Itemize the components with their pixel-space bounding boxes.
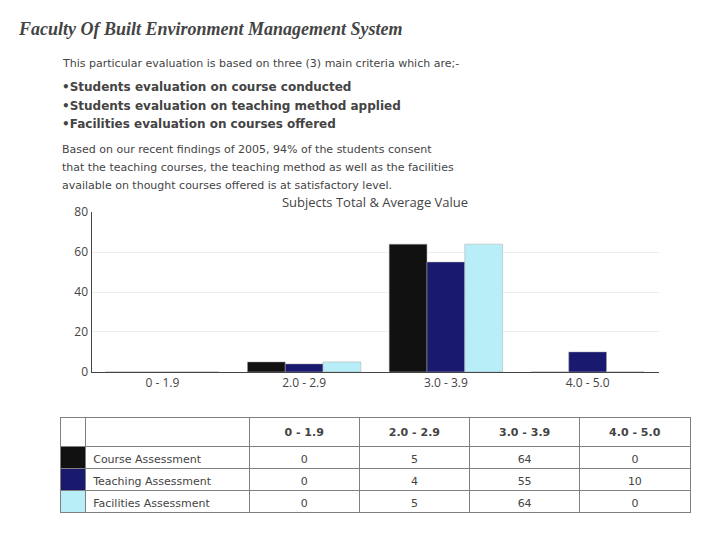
svg-text:0: 0 [301,497,308,510]
svg-text:Teaching Assessment: Teaching Assessment [92,475,212,488]
svg-text:40: 40 [74,283,88,300]
svg-text:4.0 - 5.0: 4.0 - 5.0 [566,374,610,391]
svg-text:Faculty Of Built Environment M: Faculty Of Built Environment Management … [18,19,403,39]
svg-text:•Students evaluation on course: •Students evaluation on course conducted [62,80,351,94]
svg-text:Subjects Total & Average Value: Subjects Total & Average Value [282,193,468,211]
svg-text:4: 4 [411,475,418,488]
svg-text:0 - 1.9: 0 - 1.9 [284,426,323,439]
svg-text:80: 80 [74,203,88,220]
svg-text:20: 20 [74,323,88,340]
svg-text:that the teaching courses, the: that the teaching courses, the teaching … [62,161,454,174]
svg-text:0: 0 [301,453,308,466]
svg-text:5: 5 [411,453,418,466]
svg-text:4.0 - 5.0: 4.0 - 5.0 [609,426,661,439]
svg-text:Facilities Assessment: Facilities Assessment [93,497,210,510]
svg-text:•Facilities evaluation on cour: •Facilities evaluation on courses offere… [62,117,336,131]
svg-text:Based on our recent findings o: Based on our recent findings of 2005, 94… [62,143,432,156]
svg-text:60: 60 [74,243,88,260]
svg-text:10: 10 [628,475,642,488]
svg-text:5: 5 [411,497,418,510]
svg-text:55: 55 [518,475,532,488]
svg-text:3.0 - 3.9: 3.0 - 3.9 [424,374,468,391]
svg-text:0: 0 [631,453,638,466]
svg-text:•Students evaluation on teachi: •Students evaluation on teaching method … [62,99,401,113]
svg-text:0: 0 [81,363,88,380]
svg-text:0: 0 [631,497,638,510]
svg-text:0: 0 [301,475,308,488]
svg-text:64: 64 [518,497,532,510]
svg-text:64: 64 [518,453,532,466]
svg-text:0 - 1.9: 0 - 1.9 [145,374,179,391]
svg-text:available on thought courses o: available on thought courses offered is … [62,179,392,192]
svg-text:2.0 - 2.9: 2.0 - 2.9 [389,426,440,439]
svg-text:2.0 - 2.9: 2.0 - 2.9 [282,374,326,391]
svg-text:Course Assessment: Course Assessment [93,453,202,466]
svg-text:This particular evaluation is: This particular evaluation is based on t… [62,57,459,70]
svg-text:3.0 - 3.9: 3.0 - 3.9 [499,426,550,439]
